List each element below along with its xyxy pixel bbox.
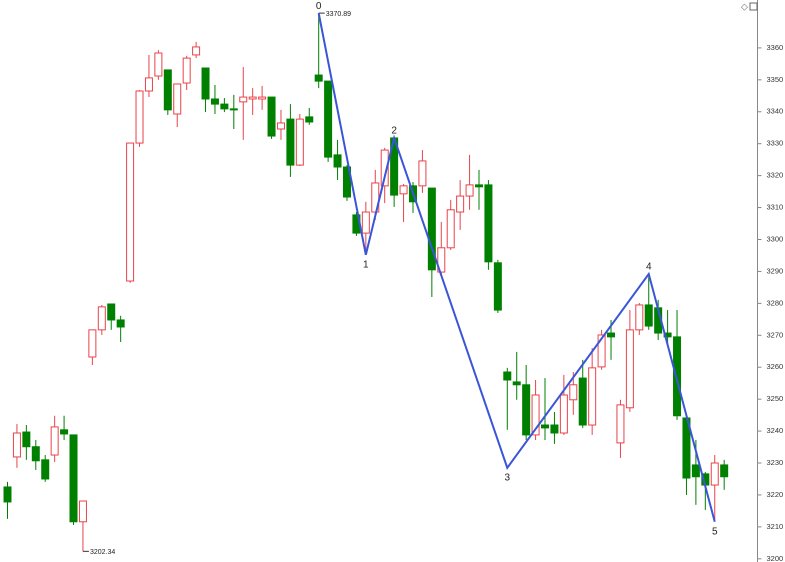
candle-body xyxy=(503,371,512,381)
y-tick-label: 3350 xyxy=(767,75,784,84)
candle-body xyxy=(691,464,700,478)
candle-body xyxy=(569,384,578,401)
candle-body xyxy=(333,154,342,168)
candle-body xyxy=(154,52,163,77)
y-tick-label: 3320 xyxy=(767,171,784,180)
y-tick-label: 3290 xyxy=(767,266,784,275)
candle-body xyxy=(342,166,351,198)
candle-body xyxy=(163,69,172,111)
candle-body xyxy=(361,211,370,234)
candle-body xyxy=(607,332,616,338)
candle-body xyxy=(380,149,389,187)
y-tick-label: 3260 xyxy=(767,362,784,371)
candle-body xyxy=(135,90,144,144)
candle-body xyxy=(182,57,191,84)
y-tick-label: 3210 xyxy=(767,522,784,531)
candle-body xyxy=(446,209,455,249)
candle-body xyxy=(437,247,446,273)
y-tick-label: 3230 xyxy=(767,458,784,467)
candle-body xyxy=(644,304,653,327)
icon[interactable] xyxy=(749,2,758,11)
candle-body xyxy=(399,185,408,195)
wave-line xyxy=(317,12,716,523)
candle-body xyxy=(418,160,427,187)
candle-body xyxy=(60,429,69,435)
candle-body xyxy=(22,431,31,448)
candle-body xyxy=(286,118,295,166)
candle-body xyxy=(550,424,559,434)
candle-body xyxy=(116,319,125,328)
candle-body xyxy=(31,446,40,462)
wave-label: 4 xyxy=(646,262,652,273)
icon[interactable]: ◇ xyxy=(741,1,748,11)
candle-body xyxy=(126,142,135,282)
y-tick-label: 3280 xyxy=(767,298,784,307)
wave-label: 5 xyxy=(712,526,718,537)
candle-body xyxy=(305,116,314,123)
y-tick-label: 3200 xyxy=(767,554,784,562)
wave-label: 1 xyxy=(363,259,369,270)
candle-body xyxy=(97,306,106,331)
candle-body xyxy=(267,96,276,137)
candle-body xyxy=(258,96,267,100)
y-tick-label: 3240 xyxy=(767,426,784,435)
candle-body xyxy=(78,500,87,523)
candle-body xyxy=(531,394,540,436)
candle-body xyxy=(201,67,210,100)
candle-body xyxy=(484,184,493,263)
candle-body xyxy=(522,384,531,436)
candle-body xyxy=(324,80,333,158)
candle-body xyxy=(210,98,219,105)
candle-body xyxy=(465,184,474,197)
candle-body xyxy=(475,184,483,188)
y-tick-label: 3300 xyxy=(767,234,784,243)
candle-body xyxy=(588,367,597,426)
wave-label: 0 xyxy=(316,1,322,12)
wave-label: 2 xyxy=(391,126,397,137)
candle-body xyxy=(239,96,248,103)
candle-body xyxy=(456,195,465,213)
candle-body xyxy=(597,334,606,368)
candle-body xyxy=(41,459,50,480)
candle-body xyxy=(427,187,436,271)
candle-body xyxy=(220,103,229,110)
y-tick-label: 3330 xyxy=(767,139,784,148)
y-tick-label: 3270 xyxy=(767,330,784,339)
candle-body xyxy=(710,462,719,486)
annotation: 3370.89 xyxy=(326,11,351,18)
y-tick-label: 3310 xyxy=(767,203,784,212)
candle-body xyxy=(625,329,634,409)
y-tick-label: 3220 xyxy=(767,490,784,499)
y-tick-label: 3360 xyxy=(767,43,784,52)
candle-body xyxy=(276,122,285,130)
y-tick-label: 3250 xyxy=(767,394,784,403)
candle-body xyxy=(69,434,78,523)
candle-body xyxy=(720,464,729,478)
candle-body xyxy=(559,394,568,434)
candle-body xyxy=(314,74,323,82)
wave-label: 3 xyxy=(505,472,511,483)
candle-body xyxy=(512,381,521,386)
candle-body xyxy=(541,424,550,429)
candle-body xyxy=(88,329,97,358)
y-tick-label: 3340 xyxy=(767,107,784,116)
candle-body xyxy=(144,77,153,92)
candle-body xyxy=(12,432,21,458)
annotation: 3202.34 xyxy=(90,549,115,556)
candle-body xyxy=(295,118,304,166)
candle-body xyxy=(248,96,257,100)
candle-body xyxy=(173,83,182,115)
candle-body xyxy=(192,46,201,56)
candle-body xyxy=(616,404,625,444)
candle-body xyxy=(3,486,12,503)
candle-body xyxy=(50,426,59,456)
candle-body xyxy=(635,304,644,331)
candle-body xyxy=(578,377,587,426)
candle-body xyxy=(107,303,116,321)
candle-body xyxy=(229,108,238,111)
candle-body xyxy=(493,262,502,311)
